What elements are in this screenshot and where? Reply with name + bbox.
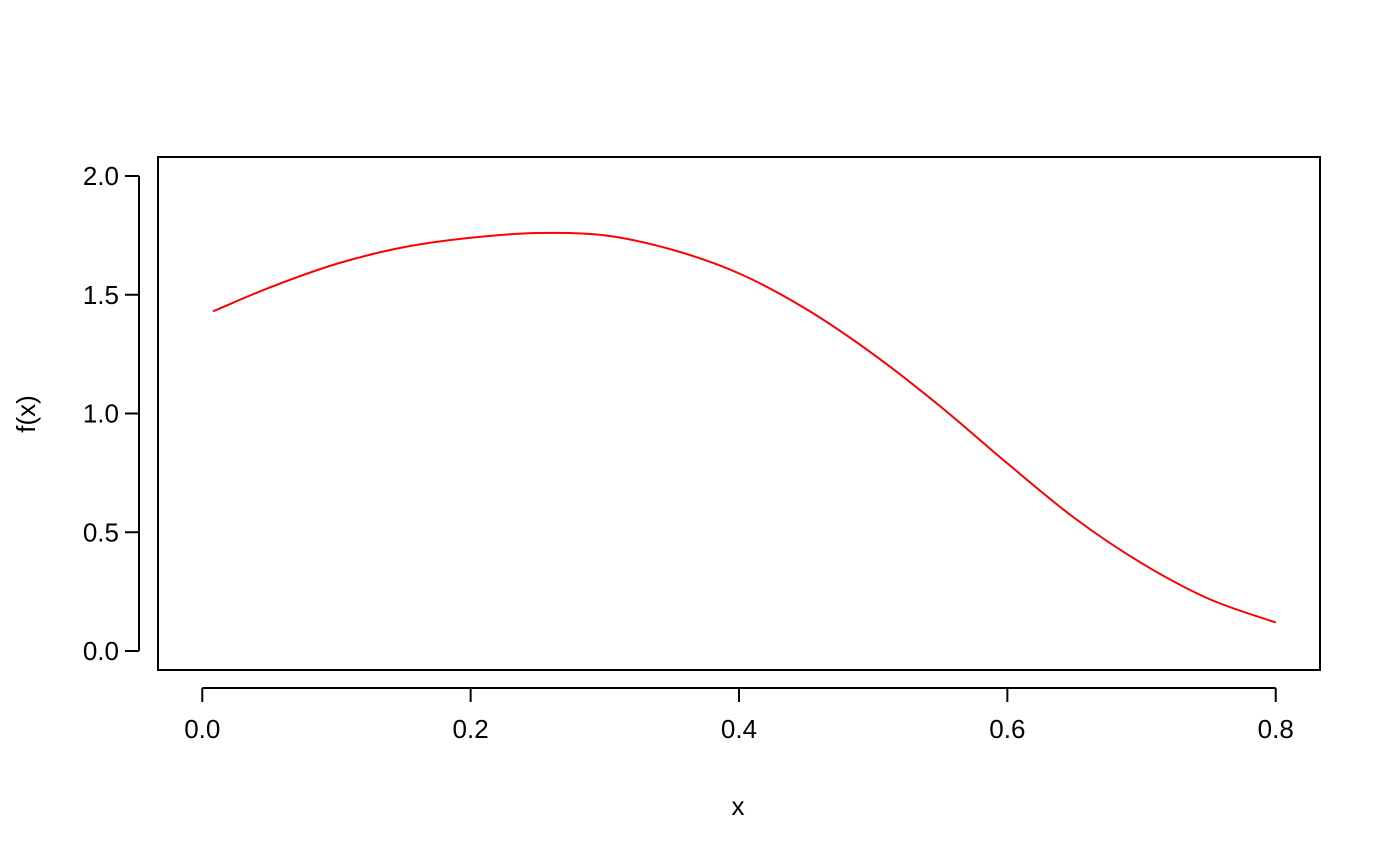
y-tick-label: 1.5 xyxy=(83,280,119,310)
x-tick-label: 0.6 xyxy=(989,714,1025,744)
y-axis-title: f(x) xyxy=(11,395,41,433)
series-layer xyxy=(212,231,1277,624)
plot-frame xyxy=(157,156,1321,671)
y-tick-label: 0.0 xyxy=(83,636,119,666)
x-tick-label: 0.4 xyxy=(721,714,757,744)
y-tick-label: 2.0 xyxy=(83,161,119,191)
x-axis: 0.0 0.2 0.4 0.6 0.8 xyxy=(184,687,1294,744)
x-tick-label: 0.8 xyxy=(1258,714,1294,744)
series-line xyxy=(212,231,1277,624)
y-tick-label: 1.0 xyxy=(83,399,119,429)
y-axis: 0.0 0.5 1.0 1.5 2.0 xyxy=(83,161,140,666)
x-axis-title: x xyxy=(732,791,745,821)
y-tick-label: 0.5 xyxy=(83,517,119,547)
x-tick-label: 0.2 xyxy=(453,714,489,744)
x-tick-label: 0.0 xyxy=(184,714,220,744)
